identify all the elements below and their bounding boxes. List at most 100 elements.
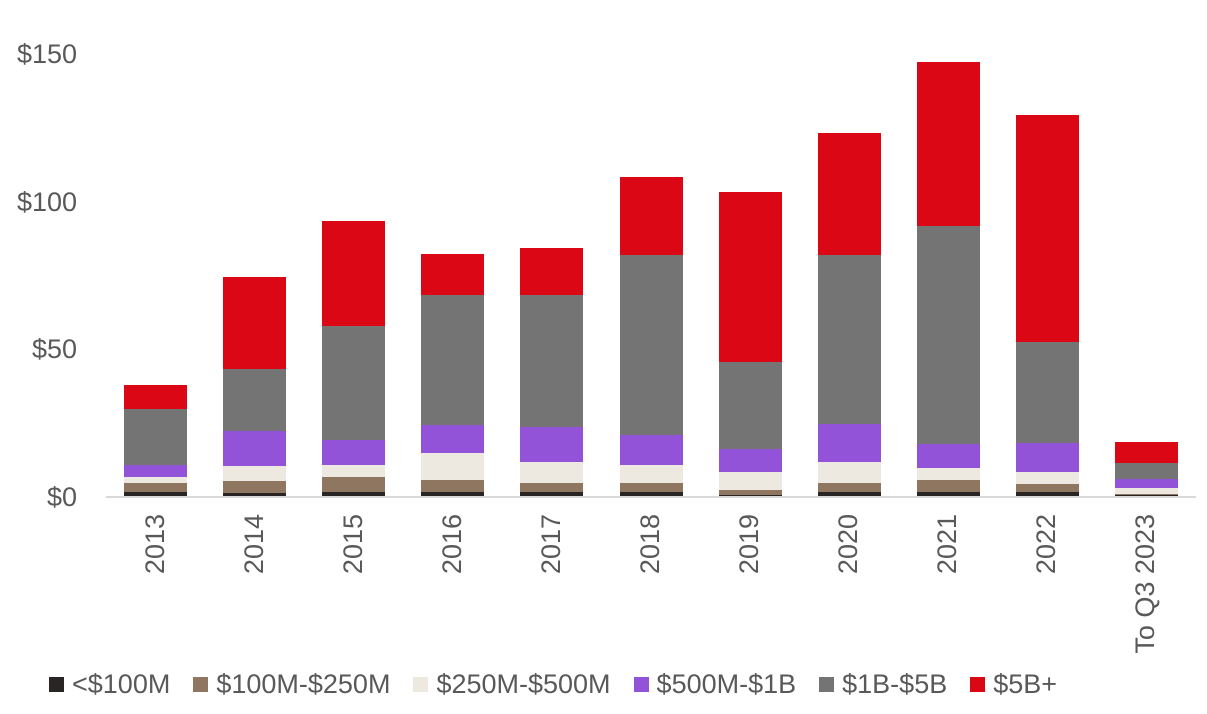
legend-swatch-5b-plus [970,676,986,692]
bar-2022-seg-1b-5b [1015,342,1079,443]
x-axis-label-2019: 2019 [734,514,765,575]
bar-2020-seg-100m-250m [817,482,881,492]
bar-2015-seg-250m-500m [322,464,386,477]
bar-2015-seg-100m-250m [322,476,386,492]
bar-2020-seg-5b-plus [817,132,881,256]
bar-to-q3-2023-seg-1b-5b [1114,462,1178,479]
bar-2018-seg-5b-plus [619,177,683,256]
bar-2022-seg-100m-250m [1015,484,1079,492]
bar-2014-seg-lt-100m [223,493,287,496]
legend-label: $100M-$250M [216,668,391,699]
legend-swatch-1b-5b [819,676,835,692]
x-axis-label-2015: 2015 [337,514,368,575]
bar-2017-seg-250m-500m [520,462,584,483]
bar-2020-seg-250m-500m [817,462,881,483]
legend-swatch-250m-500m [413,676,429,692]
bar-to-q3-2023-seg-500m-1b [1114,478,1178,488]
x-axis-label-2017: 2017 [535,514,566,575]
bar-2013-seg-100m-250m [124,482,188,492]
bar-to-q3-2023-seg-250m-500m [1114,487,1178,494]
legend-label: $250M-$500M [436,668,611,699]
bar-2016-seg-100m-250m [421,479,485,492]
x-axis-label-2020: 2020 [833,514,864,575]
x-axis-label-2018: 2018 [635,514,665,575]
bar-2019-seg-lt-100m [718,494,782,496]
bar-2019-seg-5b-plus [718,191,782,362]
bar-2018-seg-500m-1b [619,435,683,465]
bar-2013-seg-5b-plus [124,385,188,409]
bar-2020-seg-500m-1b [817,423,881,463]
y-axis-tick-label: $0 [46,482,77,512]
bar-2018-seg-100m-250m [619,482,683,492]
bar-2014-seg-1b-5b [223,369,287,432]
bar-2016-seg-lt-100m [421,491,485,496]
bar-2021-seg-500m-1b [916,444,980,468]
bar-2016-seg-1b-5b [421,295,485,426]
bar-2019-seg-500m-1b [718,448,782,473]
bar-2015-seg-lt-100m [322,491,386,496]
legend-label: $500M-$1B [656,668,797,699]
bar-2022-seg-5b-plus [1015,115,1079,343]
legend-item-500m-1b: $500M-$1B [633,668,797,700]
bar-2016-seg-250m-500m [421,453,485,480]
bar-2017-seg-1b-5b [520,295,584,427]
bar-2018-seg-lt-100m [619,491,683,496]
bar-2013-seg-500m-1b [124,464,188,477]
legend-item-5b-plus: $5B+ [970,669,1057,700]
x-axis-label-2014: 2014 [238,514,269,575]
bar-2014-seg-100m-250m [223,481,287,494]
bar-2014-seg-5b-plus [223,277,287,369]
legend: <$100M $100M-$250M $250M-$500M $500M-$1B $1B… [49,668,1057,700]
x-axis-label-2021: 2021 [932,514,963,575]
bar-2016-seg-500m-1b [421,425,485,454]
y-axis-tick-label: $100 [17,186,78,217]
legend-swatch-lt-100m [49,676,64,692]
legend-label: $5B+ [993,668,1058,699]
x-axis-label-2022: 2022 [1031,514,1062,575]
bar-to-q3-2023-seg-100m-250m [1114,493,1178,496]
bar-2021-seg-lt-100m [916,491,980,496]
bar-2014-seg-250m-500m [223,466,287,482]
bar-2021-seg-100m-250m [916,479,980,492]
bar-2015-seg-1b-5b [322,326,386,440]
bar-2015-seg-5b-plus [322,221,386,327]
bar-2022-seg-500m-1b [1015,442,1079,473]
bar-2021-seg-1b-5b [916,225,980,445]
bar-2016-seg-5b-plus [421,253,485,296]
bar-to-q3-2023-seg-lt-100m [1114,495,1178,496]
bar-2015-seg-500m-1b [322,439,386,465]
bar-2021-seg-5b-plus [916,61,980,226]
bar-2022-seg-250m-500m [1015,472,1079,485]
legend-swatch-100m-250m [193,676,209,692]
bar-2017-seg-100m-250m [520,482,584,492]
legend-item-1b-5b: $1B-$5B [819,669,947,700]
y-axis-tick-label: $50 [31,334,77,365]
x-axis-label-2013: 2013 [139,514,170,575]
bar-2017-seg-500m-1b [520,426,584,463]
y-axis-tick-label: $150 [17,38,78,69]
legend-item-lt-100m: <$100M [49,669,170,700]
legend-swatch-500m-1b [633,676,649,692]
bar-2020-seg-lt-100m [817,491,881,496]
bar-2021-seg-250m-500m [916,467,980,480]
bar-2018-seg-250m-500m [619,464,683,483]
bar-2013-seg-250m-500m [124,476,188,483]
bar-2019-seg-250m-500m [718,472,782,491]
x-axis-label-to-q3-2023: To Q3 2023 [1130,514,1161,654]
bar-2019-seg-1b-5b [718,361,782,449]
x-axis-line [106,496,1196,498]
bar-2020-seg-1b-5b [817,255,881,424]
legend-item-250m-500m: $250M-$500M [413,668,611,700]
bar-2013-seg-1b-5b [124,408,188,465]
bar-2017-seg-5b-plus [520,247,584,296]
bar-2022-seg-lt-100m [1015,491,1079,496]
bar-2018-seg-1b-5b [619,255,683,436]
legend-item-100m-250m: $100M-$250M [193,669,390,700]
bar-2019-seg-100m-250m [718,490,782,495]
legend-label: <$100M [72,668,171,699]
legend-label: $1B-$5B [842,668,948,699]
bar-2013-seg-lt-100m [124,491,188,496]
bar-to-q3-2023-seg-5b-plus [1114,441,1178,463]
bar-2014-seg-500m-1b [223,431,287,467]
